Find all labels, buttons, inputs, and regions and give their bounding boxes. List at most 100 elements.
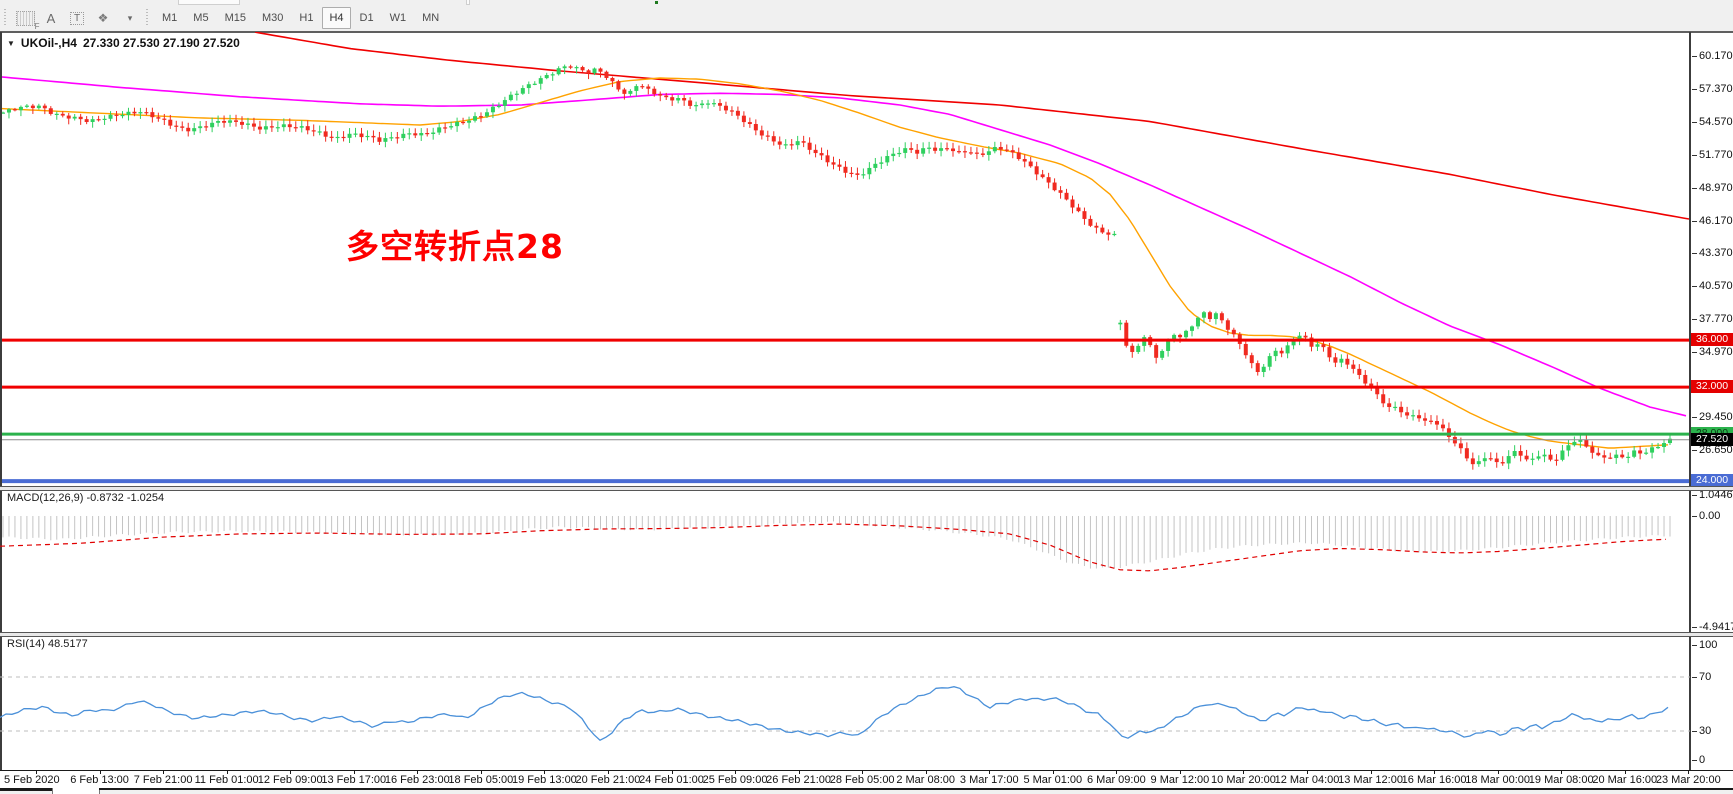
time-axis-label: 20 Mar 16:00 <box>1592 774 1658 786</box>
scale-tick <box>1692 760 1697 761</box>
time-axis-tick <box>1688 771 1690 774</box>
tab-bar-edge <box>0 788 52 791</box>
macd-pane[interactable] <box>0 490 1690 633</box>
time-axis-label: 13 Feb 17:00 <box>321 774 387 786</box>
time-axis-label: 18 Feb 05:00 <box>448 774 514 786</box>
macd-scale-label: 1.0446 <box>1699 489 1733 501</box>
timeframe-button-d1[interactable]: D1 <box>359 12 374 24</box>
time-axis-label: 5 Feb 2020 <box>4 774 60 786</box>
scale-tick <box>1692 253 1697 255</box>
time-axis-tick <box>480 771 482 774</box>
time-axis-label: 20 Feb 21:00 <box>575 774 641 786</box>
arrow-tool-icon[interactable]: A <box>46 10 56 26</box>
time-axis-label: 26 Feb 21:00 <box>766 774 832 786</box>
time-axis[interactable]: 5 Feb 2020 6 Feb 13:00 7 Feb 21:00 11 Feb 0… <box>0 770 1733 789</box>
scale-tick-label: 43.370 <box>1699 247 1733 260</box>
toolbar-grip[interactable] <box>145 9 151 27</box>
scale-tick <box>1692 417 1697 419</box>
time-axis-label: 16 Mar 16:00 <box>1401 774 1467 786</box>
time-axis-tick <box>607 771 609 774</box>
scale-tick-label: 54.570 <box>1699 115 1733 128</box>
template-grid-icon[interactable]: F <box>13 7 40 31</box>
rsi-pane[interactable] <box>0 636 1690 770</box>
time-axis-label: 3 Mar 17:00 <box>959 774 1019 786</box>
time-axis-label: 18 Mar 00:00 <box>1465 774 1531 786</box>
scale-tick-label: 34.970 <box>1699 346 1733 359</box>
chart-collapse-icon[interactable]: ▼ <box>7 38 15 48</box>
scale-tick-label: 51.770 <box>1699 148 1733 161</box>
pane-separator[interactable] <box>0 486 1733 491</box>
chart-tab-top[interactable] <box>52 788 100 794</box>
scale-tick <box>1692 627 1697 628</box>
time-axis-label: 16 Feb 23:00 <box>384 774 450 786</box>
time-axis-tick <box>1370 771 1372 774</box>
toolbar-button-bottom <box>178 0 240 5</box>
tab-bar-edge <box>99 788 1733 790</box>
timeframe-group: M1 M5 M15 M30 H1 H4 D1 W1 MN <box>154 7 447 29</box>
macd-signal-line <box>0 523 1667 572</box>
scale-tick-label: 26.650 <box>1699 443 1733 456</box>
time-axis-label: 12 Mar 04:00 <box>1274 774 1340 786</box>
scale-tick <box>1692 495 1697 496</box>
time-axis-label: 6 Mar 09:00 <box>1086 774 1146 786</box>
macd-scale-label: -4.9417 <box>1699 621 1733 633</box>
timeframe-button-mn[interactable]: MN <box>422 12 440 24</box>
time-axis-tick <box>798 771 800 774</box>
scale-tick <box>1692 449 1697 451</box>
time-axis-tick <box>353 771 355 774</box>
clipped-tab-bar <box>0 788 1733 794</box>
time-axis-tick <box>226 771 228 774</box>
scale-tick <box>1692 121 1697 123</box>
scale-tick-label: 57.370 <box>1699 82 1733 95</box>
time-axis-tick <box>1179 771 1181 774</box>
scale-tick <box>1692 187 1697 189</box>
shapes-tool-icon[interactable]: ❖ <box>97 11 109 25</box>
scale-tick <box>1692 154 1697 156</box>
scale-tick <box>1692 88 1697 90</box>
pane-separator[interactable] <box>0 632 1733 637</box>
time-axis-tick <box>1434 771 1436 774</box>
toolbar-grip[interactable] <box>3 9 9 27</box>
timeframe-button-m30[interactable]: M30 <box>261 12 284 24</box>
time-axis-tick <box>99 771 101 774</box>
scale-tick <box>1692 352 1697 354</box>
chart-title: ▼ UKOil-,H4 27.330 27.530 27.190 27.520 <box>7 36 240 50</box>
timeframe-button-m5[interactable]: M5 <box>193 12 209 24</box>
scale-divider-border <box>1689 32 1691 770</box>
drawing-tools-group: F A T ❖ ▾ <box>12 7 142 31</box>
time-axis-label: 19 Feb 13:00 <box>511 774 577 786</box>
time-axis-label: 2 Mar 08:00 <box>896 774 956 786</box>
hline-price-label: 36.000 <box>1691 333 1733 347</box>
scale-tick <box>1692 319 1697 321</box>
timeframe-button-m1[interactable]: M1 <box>162 12 178 24</box>
ma-long-red-line <box>254 32 1690 220</box>
time-axis-tick <box>671 771 673 774</box>
scale-tick <box>1692 645 1697 646</box>
dropdown-caret-icon[interactable]: ▾ <box>127 12 133 23</box>
chart-window[interactable] <box>0 31 1733 790</box>
symbol-period-label: UKOil-,H4 <box>20 36 77 50</box>
price-chart-pane[interactable] <box>0 32 1690 487</box>
rsi-line <box>0 686 1669 741</box>
time-axis-label: 24 Feb 01:00 <box>639 774 704 786</box>
time-axis-tick <box>1116 771 1118 774</box>
ma-fast-orange-line <box>0 77 1669 449</box>
time-axis-tick <box>989 771 991 774</box>
timeframe-button-m15[interactable]: M15 <box>224 12 246 24</box>
chart-text-annotation[interactable]: 多空转折点28 <box>346 227 564 266</box>
text-label-tool-icon[interactable]: T <box>65 7 89 29</box>
current-price-label: 27.520 <box>1691 432 1733 446</box>
scale-tick <box>1692 220 1697 222</box>
time-axis-label: 10 Mar 20:00 <box>1211 774 1276 786</box>
hline-price-label: 32.000 <box>1691 380 1733 394</box>
hline-price-label: 24.000 <box>1691 474 1733 488</box>
time-axis-tick <box>925 771 927 774</box>
time-axis-label: 12 Feb 09:00 <box>257 774 323 786</box>
ma-slow-magenta-line <box>0 76 1687 417</box>
timeframe-button-h1[interactable]: H1 <box>299 12 314 24</box>
scale-tick-label: 29.450 <box>1699 411 1733 424</box>
time-axis-label: 13 Mar 12:00 <box>1338 774 1403 786</box>
timeframe-button-h4[interactable]: H4 <box>322 7 351 29</box>
timeframe-button-w1[interactable]: W1 <box>389 12 407 24</box>
